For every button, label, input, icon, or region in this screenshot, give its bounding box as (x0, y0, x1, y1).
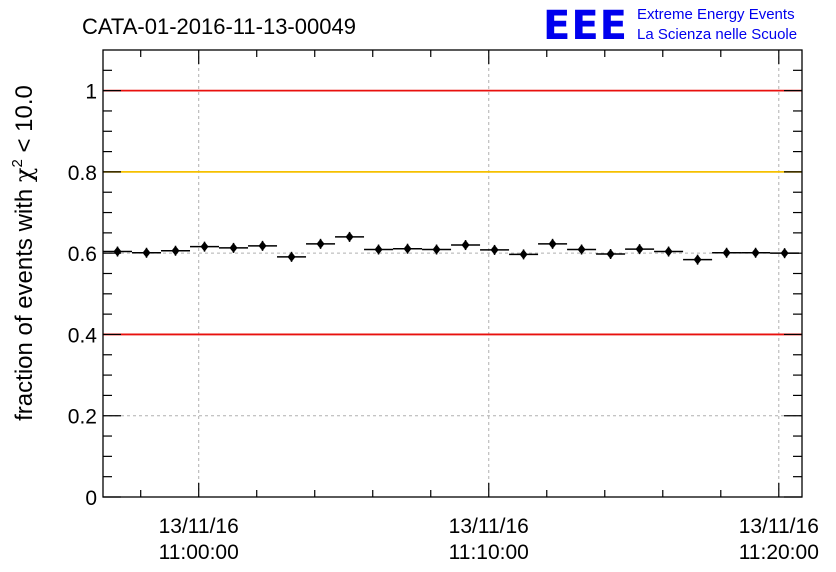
data-point (509, 249, 539, 260)
x-tick-time: 11:10:00 (449, 541, 529, 564)
data-point (567, 244, 597, 255)
data-point-marker (229, 242, 238, 253)
data-point-marker (432, 244, 441, 255)
data-point-marker (258, 240, 267, 251)
data-point (393, 243, 423, 254)
data-point (683, 254, 713, 265)
data-point-marker (519, 249, 528, 260)
reference-lines (103, 89, 802, 336)
y-tick-label: 0.4 (68, 324, 98, 347)
logo-eee-text: EEE (543, 3, 628, 49)
data-point (364, 244, 394, 255)
logo-line1: Extreme Energy Events (637, 6, 795, 23)
data-point-marker (751, 247, 760, 258)
data-point-marker (171, 245, 180, 256)
axis-ticks (103, 50, 802, 498)
data-point (306, 238, 336, 249)
y-tick-label: 0.6 (68, 243, 97, 266)
x-tick-time: 11:20:00 (739, 541, 819, 564)
data-point (451, 240, 481, 251)
data-point-marker (664, 246, 673, 257)
data-point (741, 247, 771, 258)
data-point-marker (693, 254, 702, 265)
grid-lines (103, 50, 802, 497)
x-tick-date: 13/11/16 (159, 515, 239, 538)
y-axis-label-sup: 2 (9, 159, 26, 167)
data-point (219, 242, 249, 253)
y-tick-label: 0 (85, 487, 97, 510)
data-point-marker (113, 246, 122, 257)
data-point-marker (200, 241, 209, 252)
chart-title: CATA-01-2016-11-13-00049 (82, 14, 356, 39)
data-point (248, 240, 278, 251)
data-point-marker (490, 244, 499, 255)
data-point (132, 247, 162, 258)
data-point-marker (780, 248, 789, 259)
data-point-marker (606, 248, 615, 259)
data-point (422, 244, 452, 255)
data-point (770, 248, 800, 259)
x-tick-date: 13/11/16 (449, 515, 529, 538)
data-point-marker (722, 247, 731, 258)
data-point-marker (345, 231, 354, 242)
data-points (103, 231, 800, 265)
data-point (277, 251, 307, 262)
data-point-marker (548, 238, 557, 249)
y-tick-labels: 0 0.2 0.4 0.6 0.8 1 (68, 81, 98, 510)
y-axis-label-main: fraction of events with (11, 182, 38, 421)
data-point-marker (403, 243, 412, 254)
eee-logo: EEE Extreme Energy Events La Scienza nel… (543, 3, 797, 49)
y-axis-label-tail: < 10.0 (11, 85, 38, 159)
data-point-marker (577, 244, 586, 255)
data-point (103, 246, 133, 257)
data-point-marker (374, 244, 383, 255)
data-point-marker (635, 244, 644, 255)
data-point (625, 244, 655, 255)
data-point (538, 238, 568, 249)
data-point-marker (142, 247, 151, 258)
x-tick-date: 13/11/16 (739, 515, 819, 538)
y-axis-label-chi: χ (10, 167, 38, 182)
data-point-marker (287, 251, 296, 262)
data-point-marker (461, 240, 470, 251)
data-point (335, 231, 365, 242)
y-axis-label: fraction of events with χ2 < 10.0 (9, 85, 38, 421)
x-tick-labels: 13/11/16 11:00:00 13/11/16 11:10:00 13/11/16… (159, 515, 819, 564)
data-point (596, 248, 626, 259)
y-tick-label: 1 (85, 81, 97, 104)
y-tick-label: 0.2 (68, 406, 97, 429)
data-point (480, 244, 510, 255)
data-point (654, 246, 684, 257)
x-tick-time: 11:00:00 (159, 541, 239, 564)
data-point (190, 241, 220, 252)
data-point (161, 245, 191, 256)
y-tick-label: 0.8 (68, 162, 97, 185)
plot-frame (102, 49, 803, 498)
logo-line2: La Scienza nelle Scuole (637, 26, 797, 43)
data-point-marker (316, 238, 325, 249)
data-point (712, 247, 742, 258)
